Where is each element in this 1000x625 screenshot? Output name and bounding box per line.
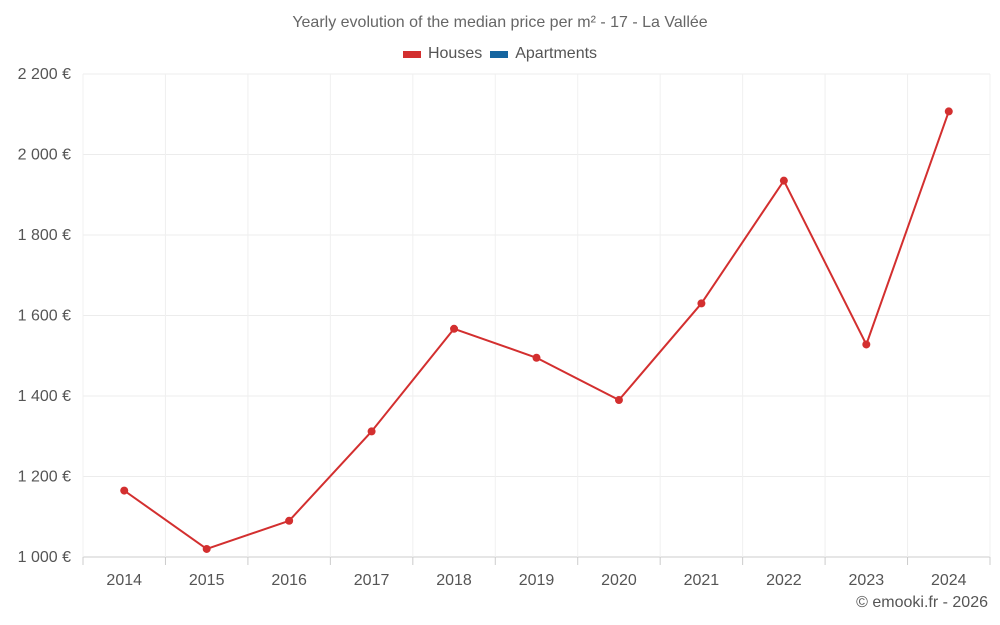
x-tick-label: 2016: [271, 572, 307, 589]
y-tick-label: 1 000 €: [18, 549, 71, 566]
chart-title: Yearly evolution of the median price per…: [292, 14, 708, 31]
data-point-houses-2018: [450, 324, 459, 333]
x-tick-label: 2024: [931, 572, 967, 589]
legend-item-houses[interactable]: Houses: [402, 45, 483, 63]
y-tick-label: 1 200 €: [18, 469, 71, 486]
data-point-houses-2016: [285, 516, 294, 525]
legend-swatch-apartments: [490, 50, 509, 58]
x-tick-label: 2015: [189, 572, 225, 589]
y-tick-label: 1 800 €: [18, 227, 71, 244]
credit-text: © emooki.fr - 2026: [856, 594, 988, 611]
data-point-houses-2019: [532, 353, 541, 362]
x-tick-label: 2018: [436, 572, 472, 589]
y-tick-label: 2 000 €: [18, 147, 71, 164]
x-tick-label: 2014: [106, 572, 142, 589]
y-tick-label: 1 600 €: [18, 308, 71, 325]
data-point-houses-2017: [367, 427, 376, 436]
data-point-houses-2021: [697, 299, 706, 308]
data-point-houses-2015: [202, 544, 211, 553]
x-tick-label: 2019: [519, 572, 555, 589]
data-point-houses-2024: [944, 107, 953, 116]
data-point-houses-2023: [862, 340, 871, 349]
x-tick-label: 2020: [601, 572, 637, 589]
data-point-houses-2014: [120, 486, 129, 495]
chart-legend: Houses Apartments: [0, 45, 1000, 63]
y-tick-label: 2 200 €: [18, 66, 71, 83]
x-tick-label: 2023: [849, 572, 885, 589]
data-point-houses-2022: [779, 176, 788, 185]
y-tick-label: 1 400 €: [18, 388, 71, 405]
x-tick-label: 2021: [684, 572, 720, 589]
legend-label-houses: Houses: [427, 45, 483, 62]
x-tick-label: 2022: [766, 572, 802, 589]
legend-item-apartments[interactable]: Apartments: [490, 45, 597, 63]
legend-swatch-houses: [402, 50, 421, 58]
legend-label-apartments: Apartments: [515, 45, 598, 62]
x-tick-label: 2017: [354, 572, 390, 589]
data-point-houses-2020: [614, 396, 623, 405]
